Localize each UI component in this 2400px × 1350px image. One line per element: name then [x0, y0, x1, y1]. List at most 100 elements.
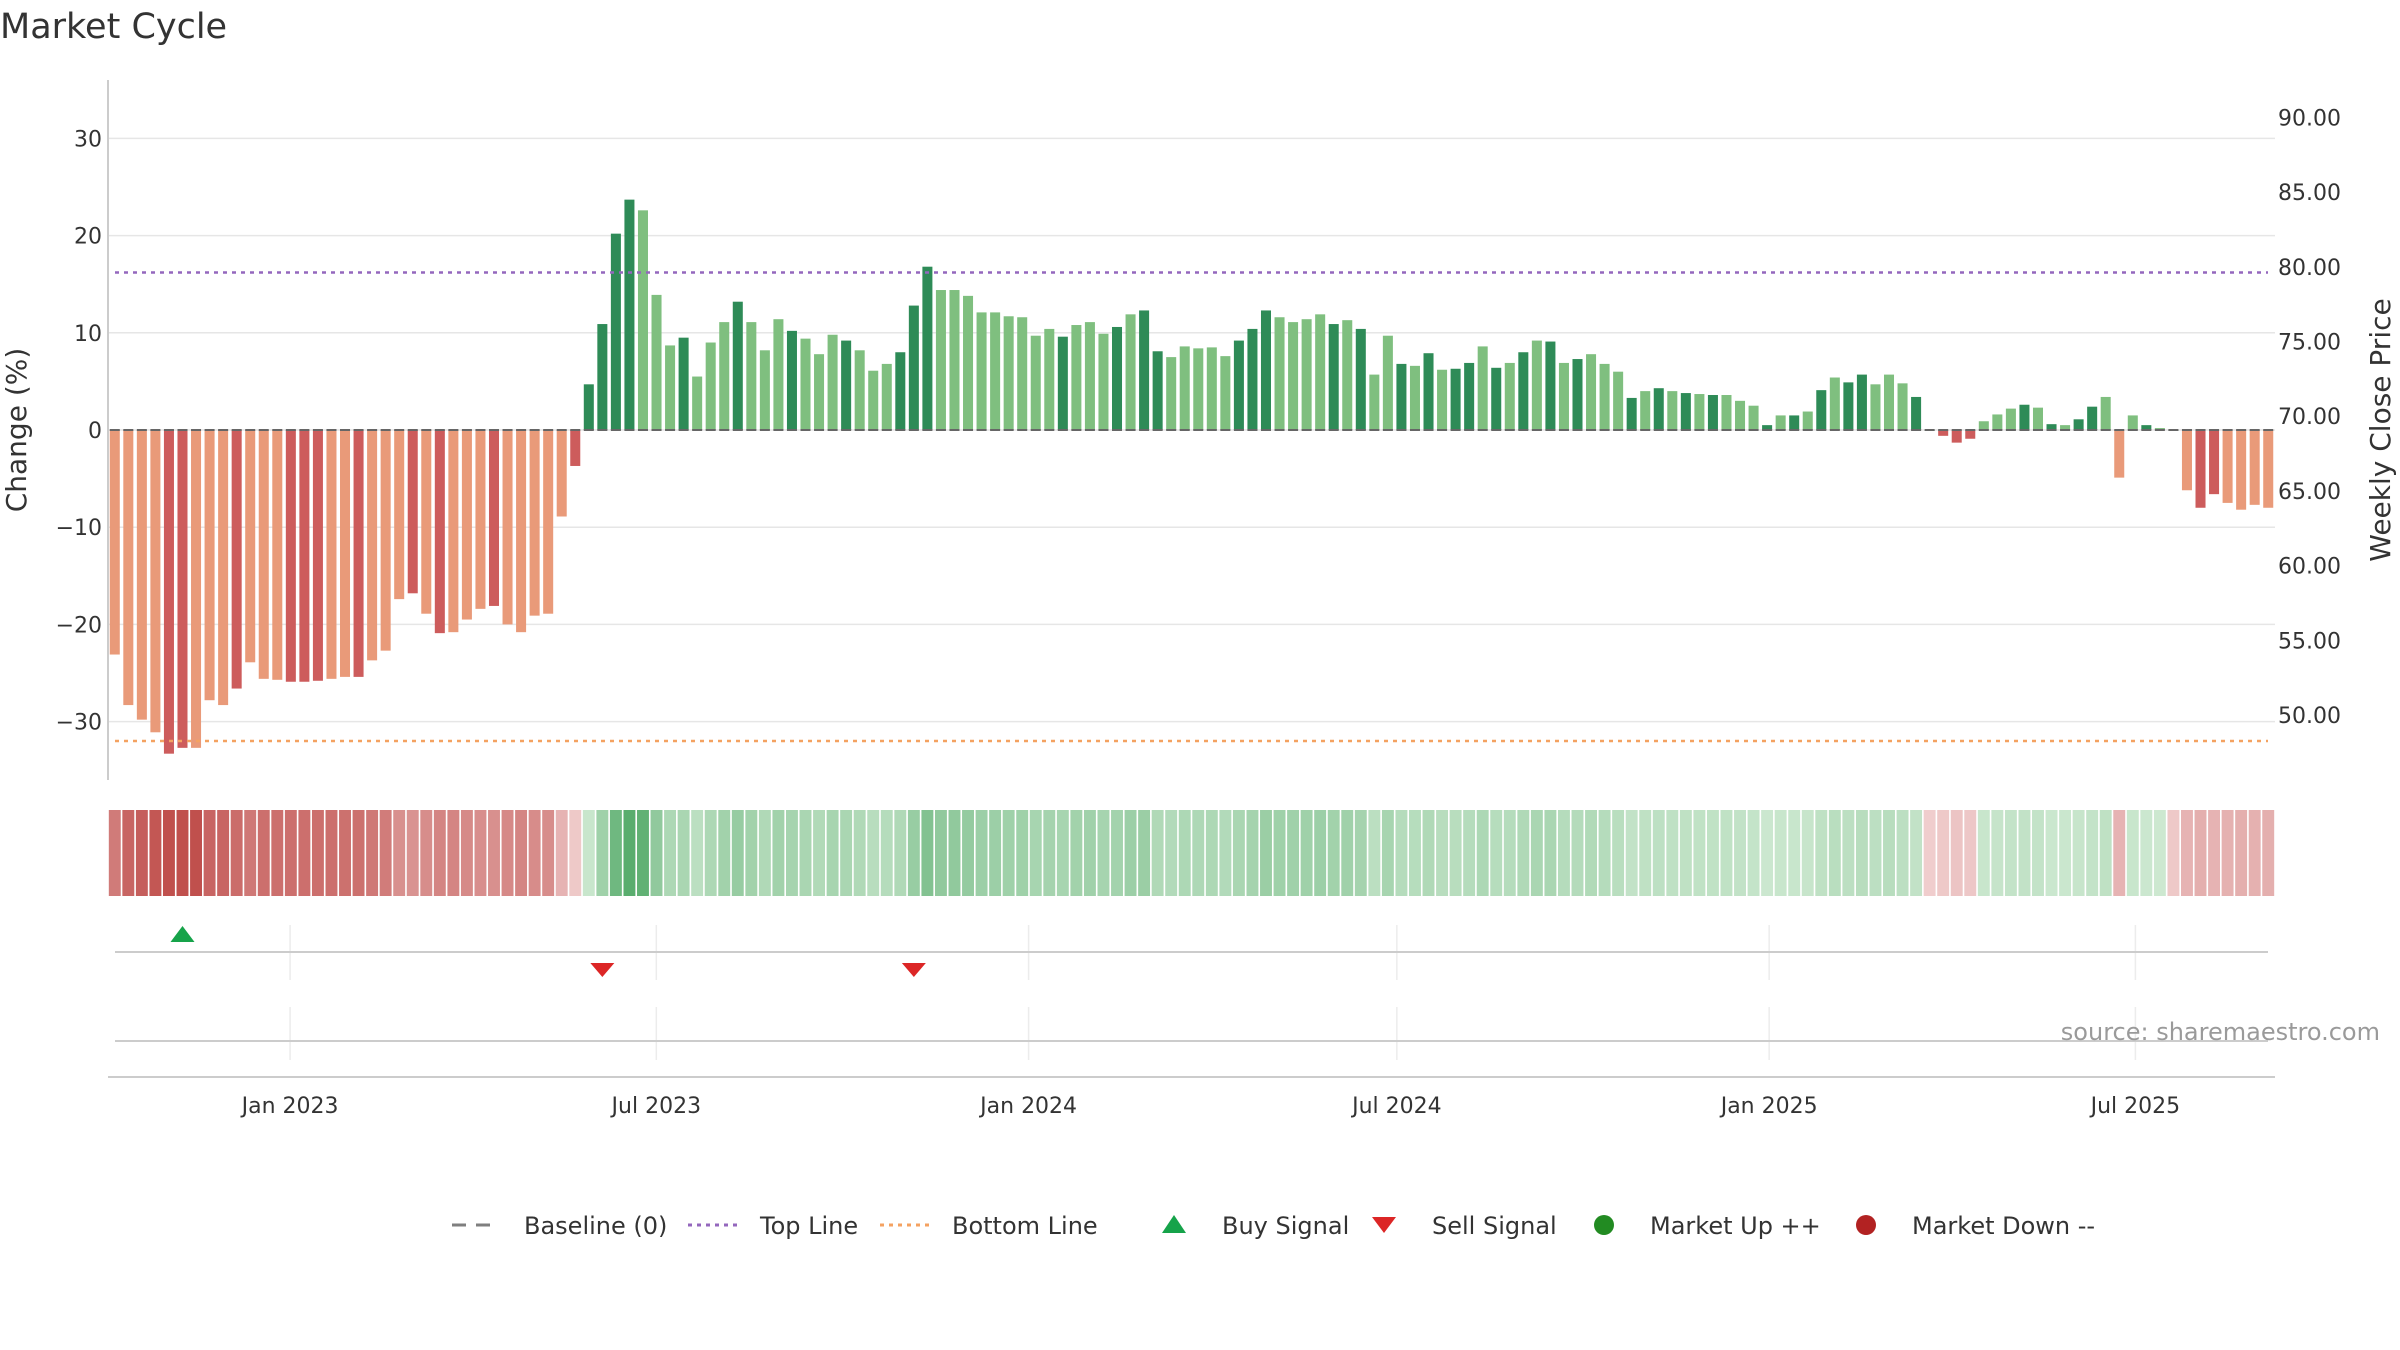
right-tick-label: 80.00	[2278, 256, 2341, 281]
change-bar	[1423, 353, 1434, 430]
heat-cell	[934, 810, 947, 896]
legend-item-buy: Buy Signal	[1162, 1212, 1349, 1240]
heat-cell	[1314, 810, 1327, 896]
heat-cell	[677, 810, 690, 896]
legend-label: Sell Signal	[1432, 1212, 1557, 1240]
heat-cell	[366, 810, 379, 896]
change-bar	[448, 430, 459, 633]
heat-cell	[1706, 810, 1719, 896]
change-bar	[1355, 328, 1366, 430]
change-bar	[1247, 328, 1258, 430]
legend-item-top: Top Line	[688, 1212, 858, 1240]
x-tick-label: Jan 2023	[240, 1094, 339, 1119]
change-bar	[1382, 335, 1393, 430]
change-bar	[678, 337, 689, 430]
change-bar	[1491, 367, 1502, 430]
change-bar	[556, 430, 567, 517]
heat-cell	[1923, 810, 1936, 896]
heat-cell	[352, 810, 365, 896]
heat-cell	[2140, 810, 2153, 896]
heat-cell	[122, 810, 135, 896]
change-bar	[705, 342, 716, 430]
heat-cell	[284, 810, 297, 896]
change-bar	[1653, 388, 1664, 430]
change-bar	[1680, 393, 1691, 430]
left-axis-title: Change (%)	[0, 348, 33, 513]
change-bar	[827, 334, 838, 430]
change-bar	[1992, 414, 2003, 430]
heat-cell	[1977, 810, 1990, 896]
heat-cell	[1165, 810, 1178, 896]
right-tick-label: 90.00	[2278, 106, 2341, 131]
change-bar	[529, 430, 540, 616]
heat-cell	[1232, 810, 1245, 896]
heat-cell	[1124, 810, 1137, 896]
change-bar	[1911, 396, 1922, 430]
heat-cell	[813, 810, 826, 896]
change-bars	[109, 199, 2274, 754]
change-bar	[2127, 415, 2138, 430]
right-tick-label: 50.00	[2278, 704, 2341, 729]
heat-cell	[542, 810, 555, 896]
heat-cell	[420, 810, 433, 896]
heat-cell	[948, 810, 961, 896]
change-bar	[1694, 394, 1705, 430]
change-bar	[2263, 430, 2274, 508]
change-bar	[1829, 377, 1840, 430]
heat-cell	[1693, 810, 1706, 896]
heat-cell	[1639, 810, 1652, 896]
heat-cell	[1991, 810, 2004, 896]
change-bar	[1586, 354, 1597, 430]
change-bar	[583, 384, 594, 430]
legend: Baseline (0) Top Line Bottom Line Buy Signa…	[452, 1212, 2095, 1240]
change-bar	[2005, 408, 2016, 430]
heat-cell	[799, 810, 812, 896]
heat-cell	[108, 810, 121, 896]
heat-cell	[921, 810, 934, 896]
heat-cell	[1855, 810, 1868, 896]
change-bar	[1626, 397, 1637, 430]
heat-cell	[596, 810, 609, 896]
left-axis-ticks: 30 20 10 0 −10 −20 −30	[56, 127, 102, 735]
change-bar	[461, 430, 472, 620]
heat-cell	[339, 810, 351, 896]
heat-cell	[2099, 810, 2112, 896]
change-bar	[1789, 415, 1800, 430]
change-bar	[502, 430, 513, 625]
x-tick-label: Jan 2025	[1719, 1094, 1818, 1119]
change-bar	[1396, 363, 1407, 430]
heat-cell	[1260, 810, 1272, 896]
heat-cell	[298, 810, 311, 896]
change-bar	[570, 430, 581, 466]
heat-cell	[1368, 810, 1381, 896]
left-tick-label: 30	[74, 127, 102, 152]
change-bar	[949, 290, 960, 430]
heat-cell	[1788, 810, 1801, 896]
change-bar	[2249, 430, 2260, 505]
heat-cell	[1476, 810, 1489, 896]
change-bar	[935, 290, 946, 430]
change-bar	[2181, 430, 2192, 491]
left-tick-label: 0	[88, 419, 102, 444]
heat-cell	[1002, 810, 1015, 896]
legend-swatch	[1856, 1215, 1876, 1235]
change-bar	[123, 430, 134, 706]
heat-cell	[704, 810, 717, 896]
change-bar	[773, 319, 784, 430]
heat-cell	[555, 810, 568, 896]
heat-cell	[1747, 810, 1760, 896]
heat-cell	[311, 810, 324, 896]
change-bar	[2100, 396, 2111, 430]
heat-cell	[1490, 810, 1503, 896]
heat-cell	[2126, 810, 2139, 896]
x-axis-ticks: Jan 2023 Jul 2023 Jan 2024 Jul 2024 Jan 2025…	[240, 1094, 2181, 1119]
legend-label: Market Down --	[1912, 1212, 2095, 1240]
heat-cell	[257, 810, 270, 896]
change-bar	[963, 295, 974, 430]
heat-cell	[190, 810, 202, 896]
legend-label: Market Up ++	[1650, 1212, 1821, 1240]
change-bar	[1883, 374, 1895, 430]
heat-cell	[1327, 810, 1340, 896]
change-bar	[800, 338, 811, 430]
